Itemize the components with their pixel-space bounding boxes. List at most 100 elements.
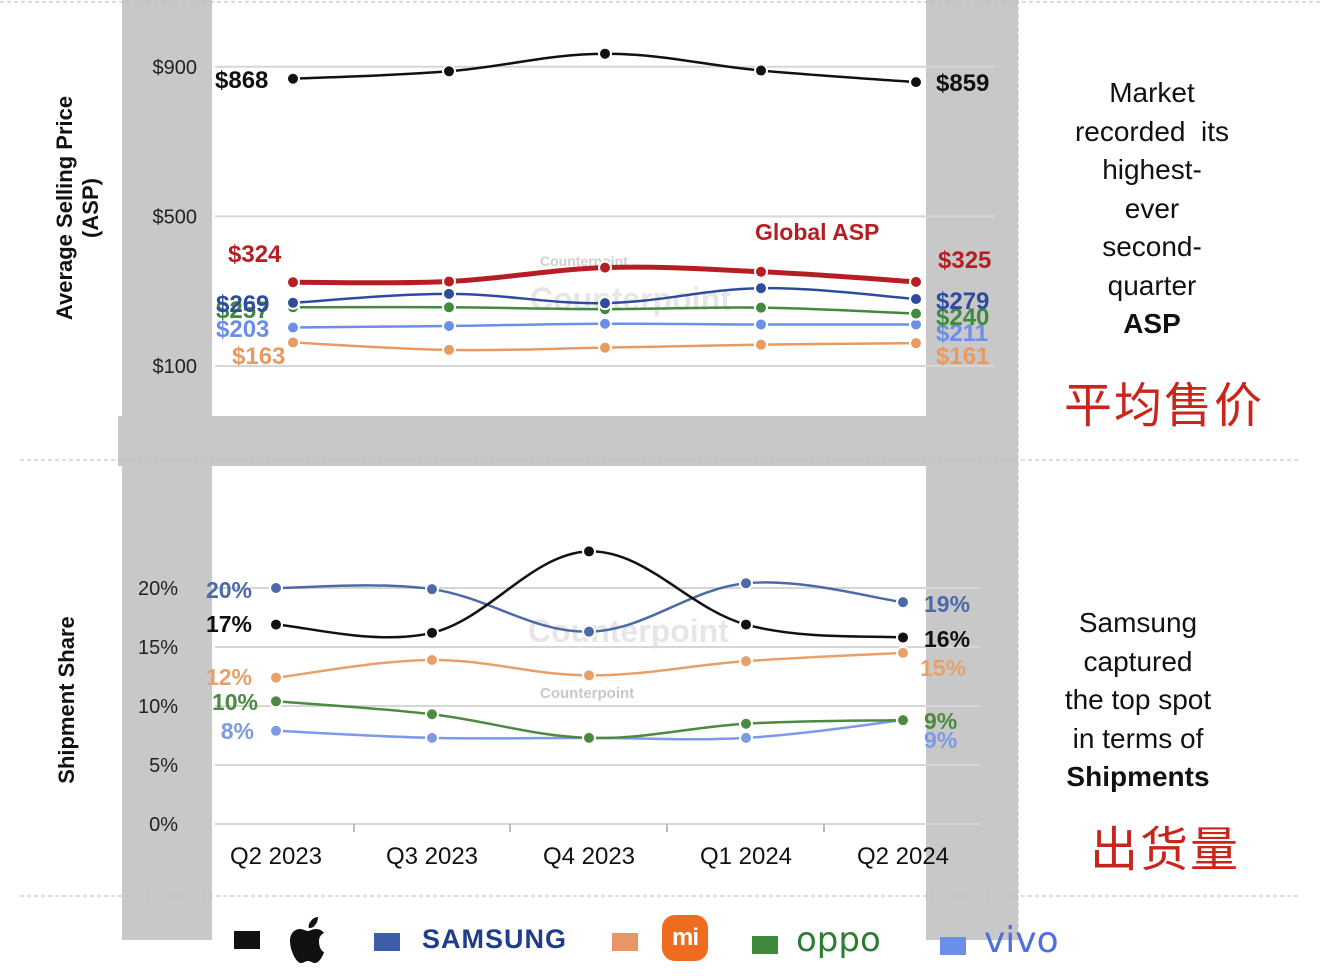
asp-point-xiaomi bbox=[909, 336, 923, 351]
share-y-tick-label: 15% bbox=[138, 637, 178, 659]
share-point-apple bbox=[269, 617, 283, 632]
asp-y-axis-label-line: Average Selling Price bbox=[52, 96, 77, 320]
legend-swatch-oppo bbox=[752, 936, 778, 954]
share-y-tick-label: 0% bbox=[149, 814, 178, 836]
asp-start-label-apple: $868 bbox=[215, 67, 268, 94]
asp-note: Market recorded its highest- ever second… bbox=[1052, 74, 1252, 344]
share-end-label-apple: 16% bbox=[924, 626, 970, 652]
share-point-xiaomi bbox=[269, 670, 283, 685]
share-end-label-xiaomi: 15% bbox=[920, 655, 966, 681]
asp-point-global bbox=[286, 275, 300, 290]
asp-point-oppo bbox=[442, 300, 456, 315]
share-x-tick-label: Q2 2024 bbox=[857, 843, 949, 870]
legend-item-apple bbox=[234, 914, 334, 966]
share-y-tick-label: 20% bbox=[138, 578, 178, 600]
share-point-vivo bbox=[739, 730, 753, 745]
share-start-label-vivo: 8% bbox=[221, 718, 254, 744]
share-point-samsung bbox=[269, 581, 283, 595]
asp-point-vivo bbox=[598, 316, 612, 331]
asp-start-label-xiaomi: $163 bbox=[232, 343, 285, 370]
asp-note-line: second- bbox=[1102, 231, 1202, 262]
asp-point-apple bbox=[286, 71, 300, 86]
asp-start-label-oppo: $257 bbox=[216, 297, 269, 324]
shipment-note-line: in terms of bbox=[1072, 722, 1204, 754]
asp-point-xiaomi bbox=[754, 337, 768, 352]
asp-y-tick-label: $900 bbox=[153, 57, 198, 79]
asp-note-line: ever bbox=[1124, 192, 1180, 224]
shipment-note-line: captured bbox=[1083, 645, 1193, 677]
asp-y-tick-label: $500 bbox=[153, 206, 198, 228]
legend-swatch-xiaomi bbox=[612, 933, 638, 951]
share-end-label-vivo: 9% bbox=[924, 727, 957, 753]
share-point-vivo bbox=[425, 730, 439, 745]
share-x-tick-label: Q4 2023 bbox=[543, 843, 635, 870]
asp-note-line: highest- bbox=[1102, 154, 1202, 185]
vivo-wordmark: vivo bbox=[984, 920, 1059, 961]
share-y-tick-label: 10% bbox=[138, 696, 178, 718]
shipment-share-chart: 20% 15% 10% 5% 0% Q2 2023 Q3 2023 Q4 2023 Q1 202… bbox=[54, 544, 980, 870]
watermark-text: Counterpoint bbox=[530, 281, 731, 317]
asp-point-samsung bbox=[754, 281, 768, 296]
share-point-apple bbox=[739, 617, 753, 632]
asp-point-global bbox=[909, 274, 923, 289]
asp-chinese-label: 平均售价 bbox=[1064, 378, 1265, 434]
share-start-label-oppo: 10% bbox=[212, 689, 258, 715]
share-end-label-oppo: 9% bbox=[924, 708, 957, 734]
legend-swatch-samsung bbox=[374, 933, 400, 951]
share-point-samsung bbox=[896, 595, 910, 610]
asp-end-label-apple: $859 bbox=[936, 70, 989, 97]
asp-point-vivo bbox=[754, 317, 768, 332]
share-point-samsung bbox=[425, 582, 439, 597]
samsung-wordmark: SAMSUNG bbox=[422, 924, 568, 954]
asp-point-xiaomi bbox=[598, 340, 612, 355]
asp-point-xiaomi bbox=[286, 335, 300, 350]
share-point-xiaomi bbox=[896, 645, 910, 660]
shipment-note: Samsung captured the top spot in terms o… bbox=[1038, 604, 1238, 797]
shipment-note-line: the top spot bbox=[1064, 684, 1212, 715]
share-point-xiaomi bbox=[425, 652, 439, 667]
asp-note-bold: ASP bbox=[1123, 308, 1181, 339]
asp-chart: $900 $500 $100 Average Selling Price(ASP) Co… bbox=[52, 46, 995, 378]
xiaomi-logo-icon: mi bbox=[662, 915, 708, 961]
asp-point-global bbox=[598, 260, 612, 275]
share-start-label-apple: 17% bbox=[206, 611, 252, 637]
xiaomi-logo-text: mi bbox=[671, 924, 699, 951]
share-point-xiaomi bbox=[582, 668, 596, 683]
asp-y-tick-label: $100 bbox=[153, 356, 198, 378]
asp-point-apple bbox=[754, 63, 768, 78]
asp-y-axis-label-line: (ASP) bbox=[78, 178, 103, 238]
asp-point-apple bbox=[442, 64, 456, 79]
asp-start-label-global: $324 bbox=[228, 241, 282, 268]
global-asp-series-label: Global ASP bbox=[755, 219, 879, 245]
share-start-label-xiaomi: 12% bbox=[206, 664, 252, 690]
asp-end-label-vivo: $211 bbox=[936, 320, 988, 347]
watermark-text: Counterpoint bbox=[528, 613, 729, 649]
legend-swatch-apple bbox=[234, 931, 260, 949]
asp-point-global bbox=[754, 264, 768, 279]
share-point-apple bbox=[896, 630, 910, 645]
legend-swatch-vivo bbox=[940, 936, 966, 955]
asp-end-label-samsung: $279 bbox=[936, 288, 989, 315]
asp-note-line: recorded its bbox=[1074, 115, 1230, 147]
legend-item-vivo: vivo bbox=[940, 920, 1059, 961]
asp-point-samsung bbox=[286, 295, 300, 310]
asp-end-label-global: $325 bbox=[938, 247, 991, 274]
share-x-tick-label: Q2 2023 bbox=[230, 843, 322, 870]
share-x-tick-label: Q1 2024 bbox=[700, 843, 792, 870]
asp-point-apple bbox=[909, 75, 923, 90]
asp-note-line: quarter bbox=[1107, 269, 1197, 301]
share-point-oppo bbox=[425, 707, 439, 722]
share-point-samsung bbox=[739, 576, 753, 591]
asp-point-xiaomi bbox=[442, 342, 456, 357]
asp-start-label-samsung: $269 bbox=[216, 291, 269, 318]
asp-point-global bbox=[442, 274, 456, 289]
asp-point-vivo bbox=[442, 318, 456, 333]
asp-start-label-vivo: $203 bbox=[216, 316, 269, 343]
apple-logo-icon bbox=[290, 917, 324, 963]
shipment-note-bold: Shipments bbox=[1066, 761, 1210, 792]
asp-point-samsung bbox=[598, 296, 612, 311]
asp-end-label-oppo: $240 bbox=[936, 304, 989, 331]
asp-note-line: Market bbox=[1109, 77, 1195, 108]
share-point-apple bbox=[425, 625, 439, 640]
